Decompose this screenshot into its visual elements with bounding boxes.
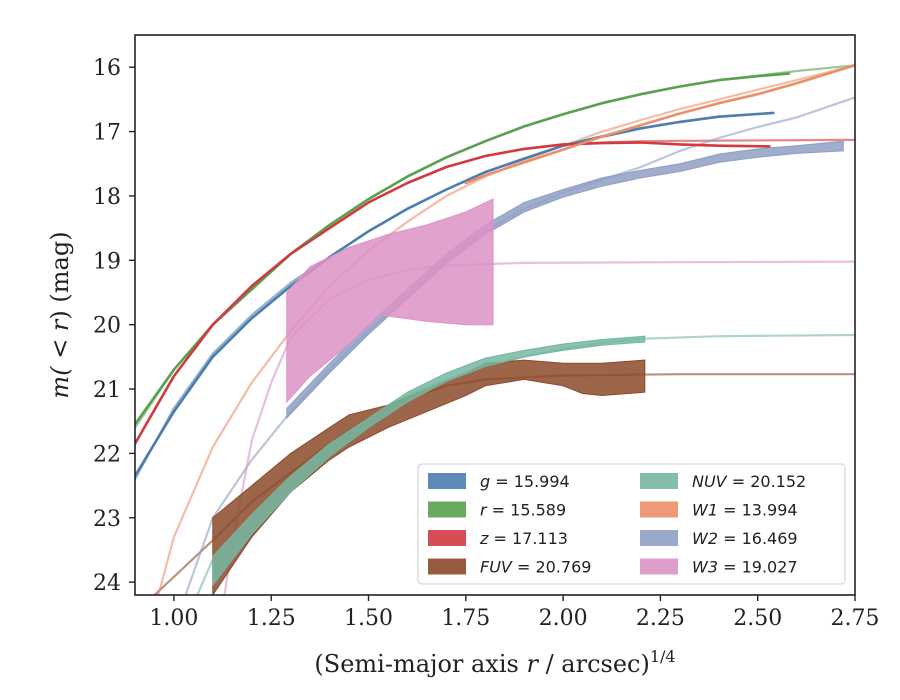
y-tick-label: 24 (93, 571, 121, 596)
x-tick-label: 1.75 (441, 606, 490, 631)
legend: g = 15.994 r = 15.589 z = 17.113 FUV = 20.7… (417, 463, 846, 585)
y-axis: 16 17 18 19 20 21 22 23 24 (93, 56, 135, 596)
y-tick-label: 23 (93, 507, 121, 532)
plot-frame (134, 34, 856, 596)
x-tick-label: 1.25 (247, 606, 296, 631)
legend-swatch-r (428, 501, 466, 518)
y-axis-label: m( < r) (mag) (46, 231, 74, 398)
legend-swatch-nuv (640, 473, 678, 489)
legend-label-w2: W2 = 16.469 (692, 529, 798, 548)
x-tick-label: 1.50 (344, 606, 393, 631)
x-tick-label: 2.00 (539, 606, 588, 631)
plot-area (135, 64, 855, 595)
x-tick-label: 2.25 (636, 606, 685, 631)
legend-label-nuv: NUV = 20.152 (692, 472, 806, 491)
legend-swatch-fuv (428, 558, 466, 575)
y-tick-label: 21 (93, 378, 121, 403)
y-tick-label: 16 (93, 56, 121, 81)
legend-swatch-w2 (640, 530, 678, 546)
series-w3-band (286, 198, 494, 404)
x-axis-label: (Semi-major axis r / arcsec)1/4 (314, 647, 675, 678)
legend-swatch-w3 (640, 558, 678, 575)
series-nuv-band (212, 335, 646, 587)
legend-label-r: r = 15.589 (480, 501, 566, 520)
x-tick-label: 2.50 (733, 606, 782, 631)
y-tick-label: 17 (93, 121, 121, 146)
x-tick-label: 2.75 (831, 606, 880, 631)
series-r-data-line (135, 72, 791, 426)
series-w1-data-line (464, 64, 855, 185)
legend-label-w1: W1 = 13.994 (692, 501, 798, 520)
y-tick-label: 22 (93, 442, 121, 467)
legend-frame (417, 463, 846, 585)
legend-swatch-w1 (640, 501, 678, 518)
legend-swatch-z (428, 530, 466, 546)
y-tick-label: 19 (93, 249, 121, 274)
legend-label-fuv: FUV = 20.769 (480, 558, 591, 577)
legend-swatch-g (428, 473, 466, 489)
series-z-data-line (135, 141, 771, 446)
series-g-data-line (135, 111, 775, 478)
y-tick-label: 18 (93, 185, 121, 210)
y-tick-label: 20 (93, 314, 121, 339)
legend-label-g: g = 15.994 (480, 472, 570, 491)
x-axis: 1.00 1.25 1.50 1.75 2.00 2.25 2.50 2.75 (149, 595, 879, 631)
x-tick-label: 1.00 (149, 606, 198, 631)
legend-label-z: z = 17.113 (479, 529, 568, 548)
legend-label-w3: W3 = 19.027 (692, 558, 798, 577)
